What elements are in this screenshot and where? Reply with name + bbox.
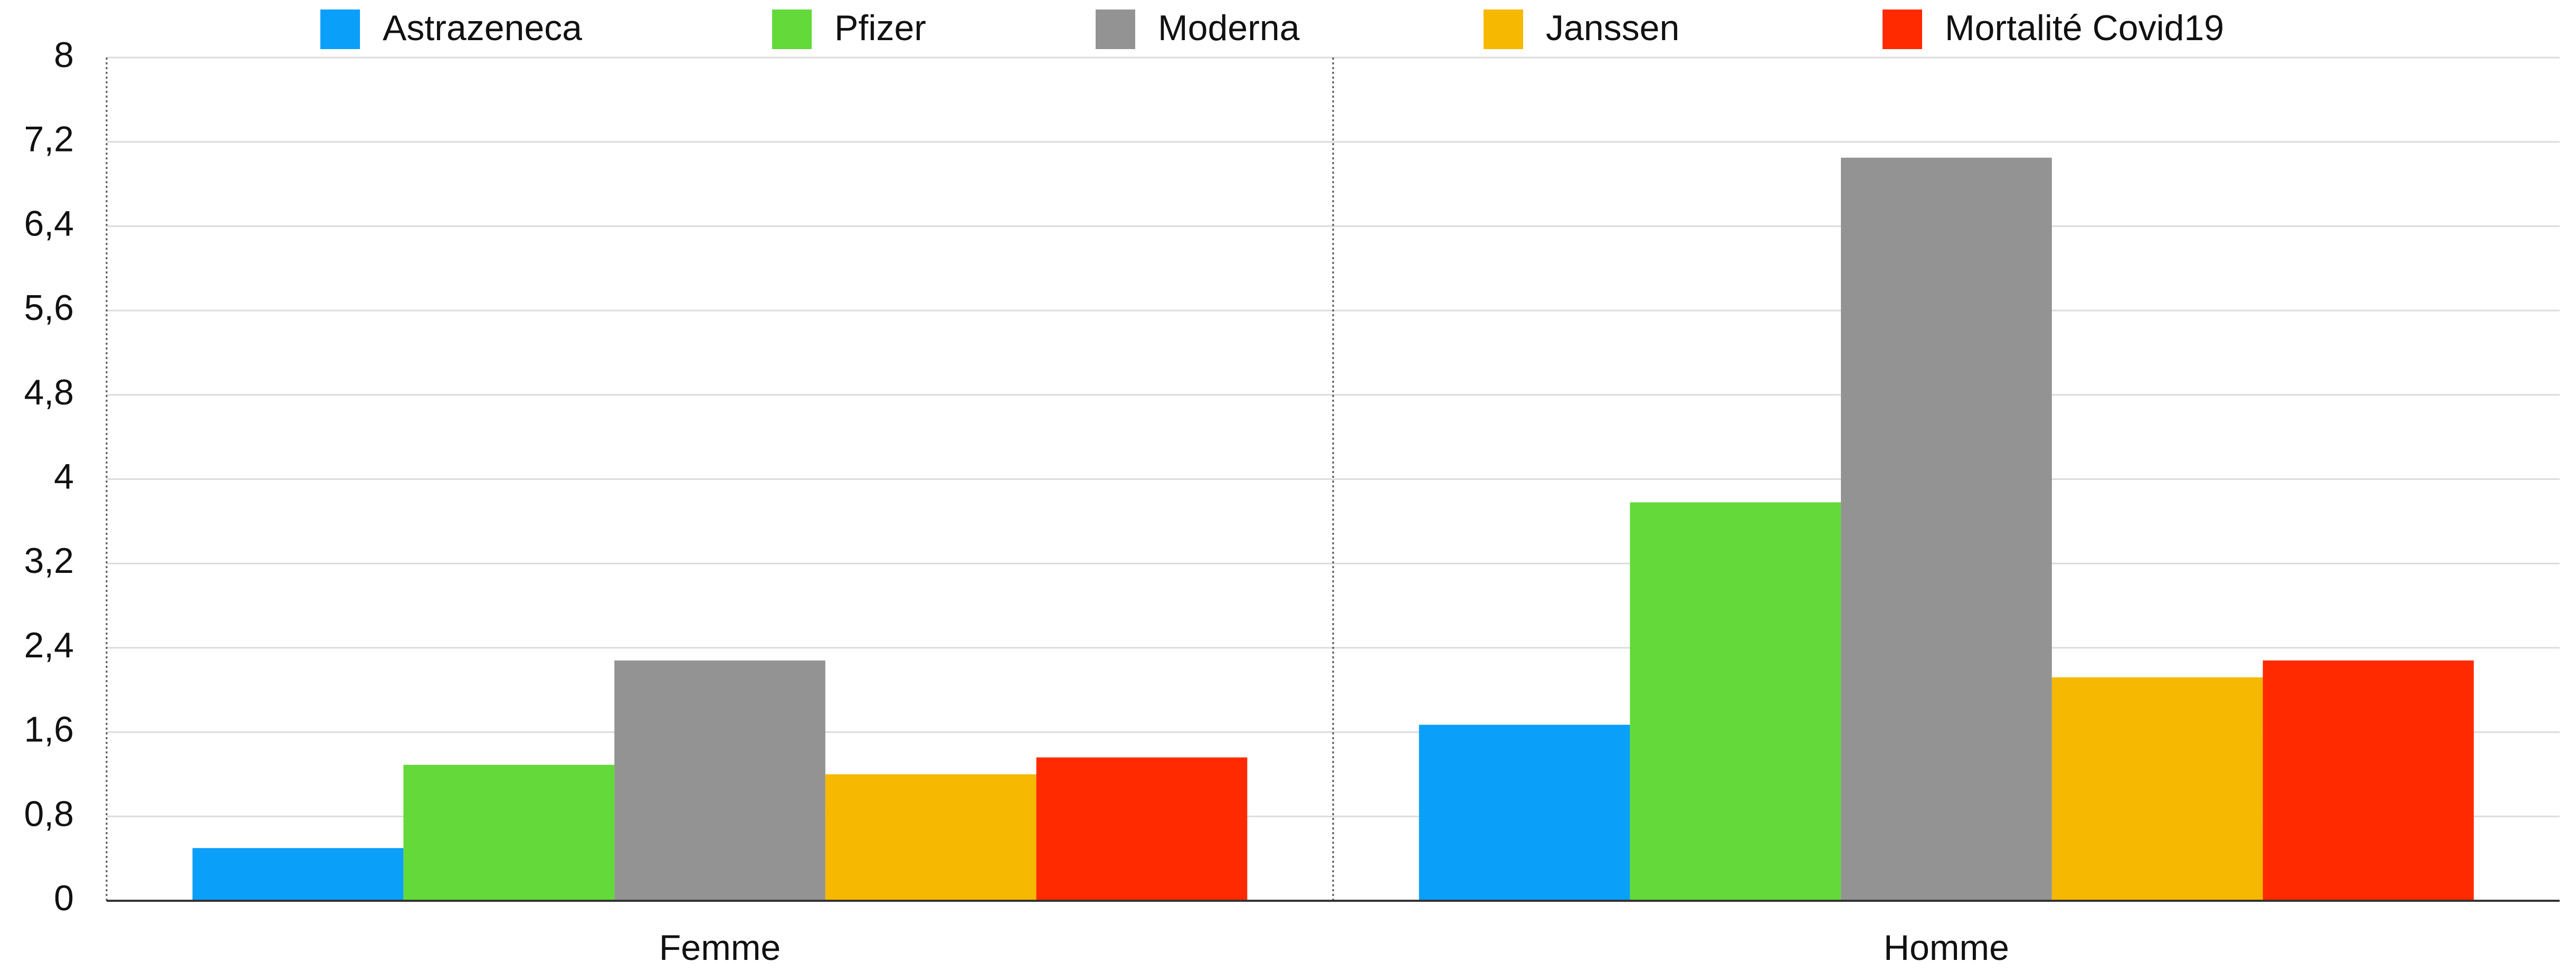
bar	[1841, 157, 2052, 901]
bar	[2051, 677, 2263, 901]
legend-swatch	[320, 10, 360, 49]
legend-swatch	[1883, 10, 1922, 49]
y-tick-label: 5,6	[24, 288, 74, 328]
bar	[192, 848, 404, 901]
y-tick-label: 6,4	[24, 203, 74, 243]
bar	[1419, 724, 1630, 901]
x-tick-label: Femme	[659, 928, 781, 968]
bar	[825, 774, 1037, 901]
legend-label: Moderna	[1158, 8, 1300, 48]
y-tick-label: 0,8	[24, 794, 74, 834]
bar	[2263, 660, 2474, 901]
y-tick-label: 0	[54, 878, 74, 918]
y-tick-label: 1,6	[24, 710, 74, 750]
legend-swatch	[1484, 10, 1523, 49]
legend-label: Astrazeneca	[383, 8, 582, 48]
y-tick-label: 3,2	[24, 541, 74, 581]
y-tick-label: 4	[54, 456, 74, 496]
legend-swatch	[772, 10, 812, 49]
y-tick-label: 8	[54, 35, 74, 75]
x-tick-label: Homme	[1884, 928, 2009, 968]
legend-swatch	[1096, 10, 1135, 49]
legend-label: Pfizer	[834, 8, 926, 48]
y-tick-label: 7,2	[24, 119, 74, 159]
bar	[403, 765, 615, 901]
y-tick-label: 4,8	[24, 372, 74, 412]
bar	[1036, 757, 1248, 901]
y-tick-label: 2,4	[24, 625, 74, 665]
bar	[614, 660, 825, 901]
legend-label: Mortalité Covid19	[1945, 8, 2224, 48]
legend-label: Janssen	[1546, 8, 1679, 48]
bar	[1630, 502, 1841, 901]
